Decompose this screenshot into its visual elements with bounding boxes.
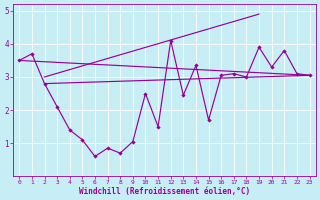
X-axis label: Windchill (Refroidissement éolien,°C): Windchill (Refroidissement éolien,°C) xyxy=(79,187,250,196)
